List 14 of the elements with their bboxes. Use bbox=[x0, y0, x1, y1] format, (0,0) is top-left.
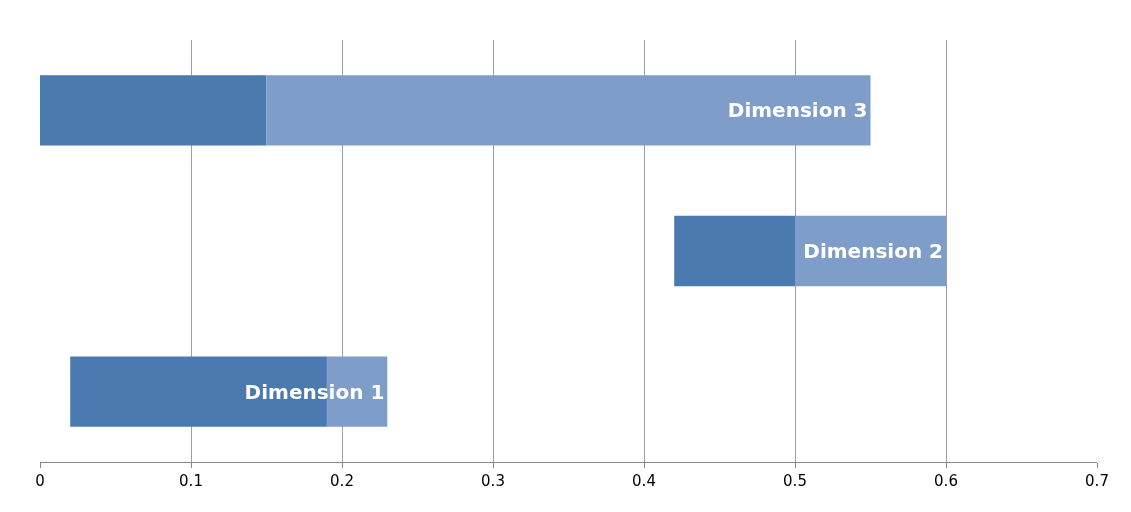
x-tick-label: 0.5 bbox=[783, 472, 807, 490]
bar bbox=[40, 75, 267, 146]
x-tick-label: 0.4 bbox=[632, 472, 656, 490]
x-tick-label: 0 bbox=[35, 472, 45, 490]
bar bbox=[674, 215, 795, 287]
x-tick-label: 0.1 bbox=[179, 472, 203, 490]
bar bbox=[266, 75, 871, 146]
data-label: Dimension 2 bbox=[803, 239, 943, 263]
data-label: Dimension 3 bbox=[727, 98, 868, 123]
x-tick-label: 0.3 bbox=[481, 472, 505, 490]
data-label: Dimension 1 bbox=[244, 379, 385, 404]
x-tick-label: 0.6 bbox=[934, 472, 958, 490]
x-tick-label: 0.2 bbox=[330, 472, 354, 490]
x-tick-label: 0.7 bbox=[1085, 472, 1109, 490]
